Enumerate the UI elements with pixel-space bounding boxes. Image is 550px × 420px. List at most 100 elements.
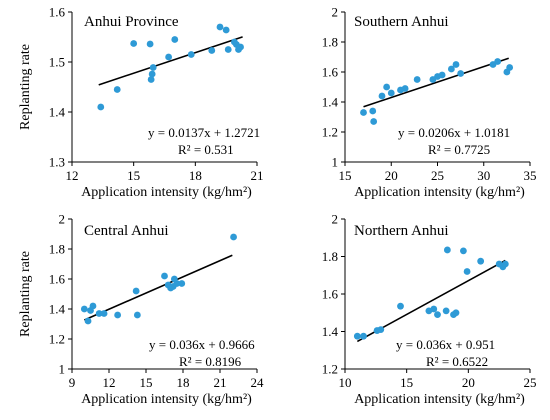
y-tick-label: 1	[332, 155, 339, 170]
data-point	[377, 326, 385, 334]
x-axis-title: Application intensity (kg/hm²)	[81, 392, 252, 407]
x-tick-label: 12	[66, 168, 79, 183]
x-tick-label: 9	[69, 375, 76, 390]
data-point	[452, 309, 460, 317]
data-point	[165, 53, 173, 61]
x-tick-label: 35	[524, 168, 537, 183]
data-point	[178, 280, 186, 287]
y-tick-label: 1.3	[49, 155, 65, 170]
y-tick-label: 2	[332, 5, 339, 20]
data-point	[222, 26, 230, 34]
data-point	[360, 332, 367, 340]
chart-panel-1: 12 15 18 21 1.3 1.4 1.5 1.6 Replanting rate Appli…	[18, 5, 264, 201]
x-tick-label: 15	[339, 168, 352, 183]
data-point	[80, 305, 88, 313]
x-tick-label: 15	[127, 168, 140, 183]
data-point	[147, 76, 155, 83]
x-tick-label: 21	[214, 375, 227, 390]
y-tick-label: 1	[59, 362, 66, 377]
y-tick-label: 1.2	[322, 362, 338, 377]
x-tick-label: 18	[189, 168, 202, 183]
data-point	[378, 92, 386, 100]
data-point	[237, 43, 244, 51]
chart-panel-3: 9 12 15 18 21 24 1 1.2 1.4 1.6 1.8 2 Replanting rate…	[18, 212, 264, 408]
r-squared-label: R² = 0.531	[178, 142, 234, 157]
trend-line	[98, 36, 243, 86]
y-axis-title: Replanting rate	[18, 251, 33, 337]
x-tick-label: 15	[140, 375, 153, 390]
panel-title: Central Anhui	[84, 223, 169, 239]
data-point	[387, 89, 395, 97]
data-point	[383, 83, 391, 91]
data-point	[95, 310, 103, 317]
x-tick-label: 30	[477, 168, 490, 183]
data-point	[132, 287, 140, 295]
data-point	[224, 46, 232, 53]
data-point	[494, 58, 502, 65]
trend-equation: y = 0.036x + 0.951	[396, 337, 495, 352]
data-point	[114, 311, 122, 319]
data-point	[460, 247, 467, 255]
x-tick-label: 25	[524, 375, 537, 390]
data-point	[443, 246, 451, 254]
data-point	[477, 257, 485, 265]
data-point	[447, 65, 455, 73]
y-tick-label: 1.6	[322, 287, 339, 302]
data-point	[463, 268, 471, 275]
r-squared-label: R² = 0.6522	[426, 354, 488, 369]
r-squared-label: R² = 0.7725	[428, 142, 490, 157]
x-tick-label: 21	[251, 168, 264, 183]
y-tick-label: 1.6	[49, 272, 66, 287]
y-tick-label: 2	[332, 212, 339, 227]
y-tick-label: 1.4	[322, 95, 339, 110]
data-point	[187, 51, 195, 58]
data-point	[149, 64, 157, 71]
data-point	[452, 61, 460, 68]
data-point	[161, 272, 168, 280]
x-axis-title: Application intensity (kg/hm²)	[354, 185, 525, 200]
y-tick-label: 1.4	[49, 302, 66, 317]
panel-title: Southern Anhui	[354, 14, 449, 30]
chart-panel-4: 10 15 20 25 1.2 1.4 1.6 1.8 2 Application intensi…	[322, 212, 537, 408]
chart-panel-2: 15 20 25 30 35 1 1.2 1.4 1.6 1.8 2 Application inte…	[322, 5, 537, 201]
trend-line	[363, 57, 509, 108]
data-point	[113, 86, 121, 93]
y-axis-title: Replanting rate	[18, 44, 33, 130]
data-point	[353, 332, 361, 340]
data-point	[401, 85, 409, 92]
x-tick-label: 10	[339, 375, 352, 390]
y-tick-label: 1.4	[322, 324, 339, 339]
x-tick-label: 15	[400, 375, 413, 390]
data-point	[360, 109, 367, 116]
y-tick-label: 1.8	[322, 249, 338, 264]
data-point	[148, 70, 156, 78]
y-tick-label: 1.6	[322, 65, 339, 80]
data-point	[173, 280, 181, 287]
y-tick-label: 1.2	[49, 332, 65, 347]
data-point	[501, 260, 509, 268]
data-point	[430, 305, 438, 313]
panel-title: Northern Anhui	[354, 223, 449, 239]
data-point	[171, 36, 179, 43]
data-point	[397, 302, 404, 310]
data-point	[97, 103, 105, 111]
y-tick-label: 1.8	[49, 242, 65, 257]
x-tick-label: 20	[385, 168, 398, 183]
x-tick-label: 20	[462, 375, 475, 390]
data-point	[208, 47, 216, 54]
data-point	[434, 311, 441, 319]
data-point	[413, 76, 421, 83]
data-point	[84, 317, 92, 325]
data-point	[230, 233, 237, 241]
data-point	[130, 40, 138, 47]
y-tick-label: 1.6	[49, 5, 66, 20]
x-tick-label: 25	[431, 168, 444, 183]
panel-title: Anhui Province	[84, 14, 179, 30]
trend-equation: y = 0.0206x + 1.0181	[398, 125, 510, 140]
data-point	[146, 40, 154, 48]
x-tick-label: 12	[103, 375, 116, 390]
trend-equation: y = 0.036x + 0.9666	[149, 337, 255, 352]
x-axis-title: Application intensity (kg/hm²)	[81, 185, 252, 200]
data-point	[100, 310, 108, 317]
